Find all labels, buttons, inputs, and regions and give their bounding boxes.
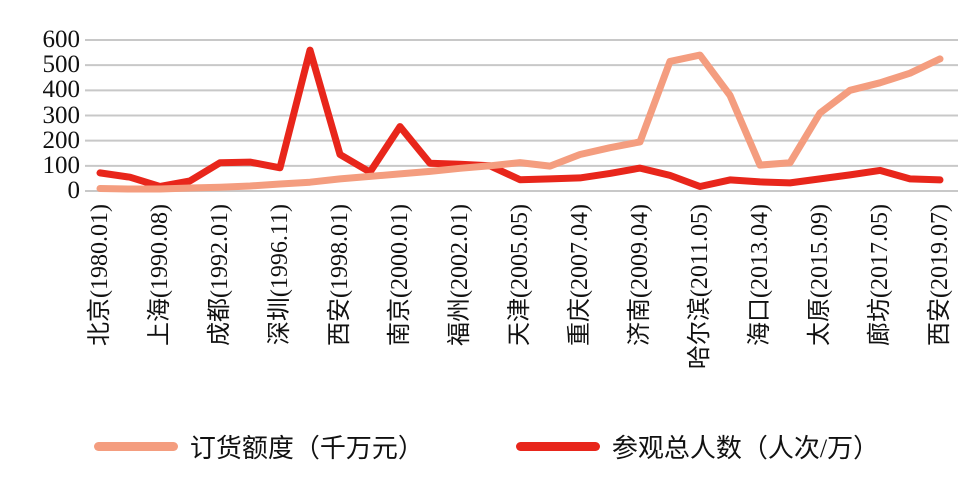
series-line-1 bbox=[96, 46, 944, 190]
y-tick-label: 100 bbox=[42, 151, 81, 179]
x-tick-label: 南京(2000.01) bbox=[387, 204, 413, 346]
x-tick-label: 成都(1992.01) bbox=[207, 204, 233, 346]
legend-item-visitors: 参观总人数（人次/万） bbox=[515, 428, 880, 465]
x-tick-label: 海口(2013.04) bbox=[747, 204, 773, 346]
x-tick-label: 重庆(2007.04) bbox=[567, 204, 593, 346]
x-tick-label: 哈尔滨(2011.05) bbox=[687, 204, 713, 370]
legend-label-visitors: 参观总人数（人次/万） bbox=[611, 433, 880, 463]
series-line-0 bbox=[96, 51, 944, 193]
x-tick-label: 福州(2002.01) bbox=[447, 204, 473, 346]
x-tick-label: 上海(1990.08) bbox=[147, 204, 173, 346]
legend-label-order-amount: 订货额度（千万元） bbox=[189, 433, 424, 463]
x-tick-label: 深圳(1996.11) bbox=[267, 204, 293, 346]
x-tick-label: 西安(2019.07) bbox=[927, 204, 953, 346]
legend: 订货额度（千万元） 参观总人数（人次/万） bbox=[0, 426, 973, 466]
y-tick-label: 0 bbox=[67, 177, 81, 204]
x-tick-label: 北京(1980.01) bbox=[87, 204, 113, 346]
legend-swatch-order-amount bbox=[93, 441, 178, 451]
x-tick-label: 廊坊(2017.05) bbox=[867, 204, 893, 346]
x-tick-label: 太原(2015.09) bbox=[807, 204, 833, 346]
y-tick-label: 500 bbox=[42, 51, 81, 79]
legend-swatch-visitors bbox=[515, 441, 600, 451]
x-tick-label: 西安(1998.01) bbox=[327, 204, 353, 346]
x-tick-label: 天津(2005.05) bbox=[507, 204, 533, 346]
y-tick-label: 400 bbox=[42, 76, 81, 104]
legend-item-order-amount: 订货额度（千万元） bbox=[93, 428, 424, 465]
x-tick-label: 济南(2009.04) bbox=[627, 204, 653, 346]
y-tick-label: 600 bbox=[42, 26, 81, 53]
y-tick-label: 200 bbox=[42, 126, 81, 154]
y-tick-label: 300 bbox=[42, 101, 81, 129]
